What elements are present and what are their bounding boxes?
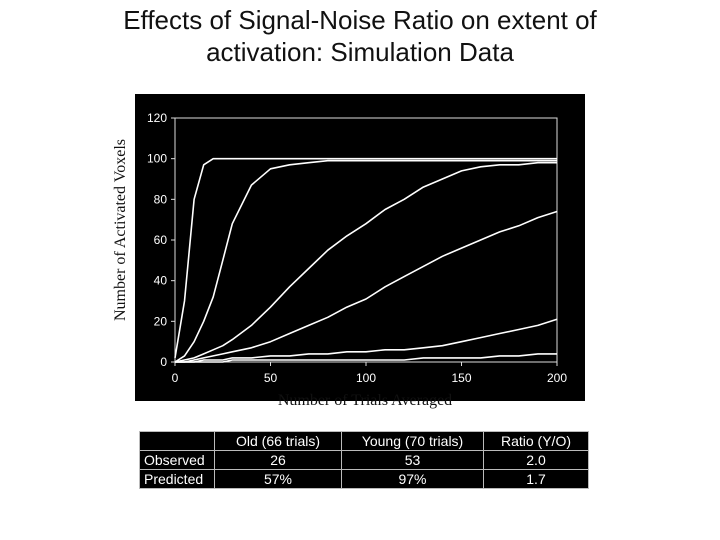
table-cell: 1.7 xyxy=(483,469,589,489)
x-tick-label: 150 xyxy=(451,371,471,385)
series-line-1 xyxy=(174,157,557,359)
y-tick-label: 20 xyxy=(154,314,168,328)
table-header-cell: Young (70 trials) xyxy=(341,431,484,451)
line-chart: 0 20 40 60 80 100 120 0 50 100 150 200 xyxy=(147,111,567,385)
table-header-cell: Ratio (Y/O) xyxy=(483,431,589,451)
table-header-row: Old (66 trials) Young (70 trials) Ratio … xyxy=(139,431,589,451)
table-cell: 53 xyxy=(341,450,484,470)
table-cell: 26 xyxy=(214,450,342,470)
series-line-2 xyxy=(174,159,557,363)
y-tick-label: 80 xyxy=(154,192,168,206)
table-cell: 57% xyxy=(214,469,342,489)
x-axis-label: Number of Trials Averaged xyxy=(277,392,453,409)
series-line-4 xyxy=(175,210,558,363)
table-header-cell: Old (66 trials) xyxy=(214,431,342,451)
y-tick-label: 40 xyxy=(154,274,168,288)
series-line-5 xyxy=(175,318,558,363)
x-tick-label: 0 xyxy=(172,371,179,385)
x-tick-label: 200 xyxy=(547,371,567,385)
table-cell: 2.0 xyxy=(483,450,589,470)
summary-table: Old (66 trials) Young (70 trials) Ratio … xyxy=(139,431,589,489)
y-tick-label: 120 xyxy=(147,111,167,125)
series-line-3 xyxy=(174,161,557,363)
table-header-cell xyxy=(139,431,215,451)
table-row: Observed 26 53 2.0 xyxy=(139,450,589,470)
series-line-6 xyxy=(175,353,557,363)
table-cell: 97% xyxy=(341,469,484,489)
table-cell: Predicted xyxy=(139,469,215,489)
chart-panel: 0 20 40 60 80 100 120 0 50 100 150 200 xyxy=(135,94,585,401)
table-row: Predicted 57% 97% 1.7 xyxy=(139,469,589,489)
x-tick-label: 50 xyxy=(264,371,278,385)
table-cell: Observed xyxy=(139,450,215,470)
x-tick-label: 100 xyxy=(356,371,376,385)
y-axis-label: Number of Activated Voxels xyxy=(112,138,129,322)
y-tick-label: 60 xyxy=(154,233,168,247)
y-tick-label: 0 xyxy=(160,355,167,369)
plot-frame xyxy=(174,117,558,363)
y-tick-label: 100 xyxy=(147,152,167,166)
chart-title: Effects of Signal-Noise Ratio on extent … xyxy=(123,5,597,67)
